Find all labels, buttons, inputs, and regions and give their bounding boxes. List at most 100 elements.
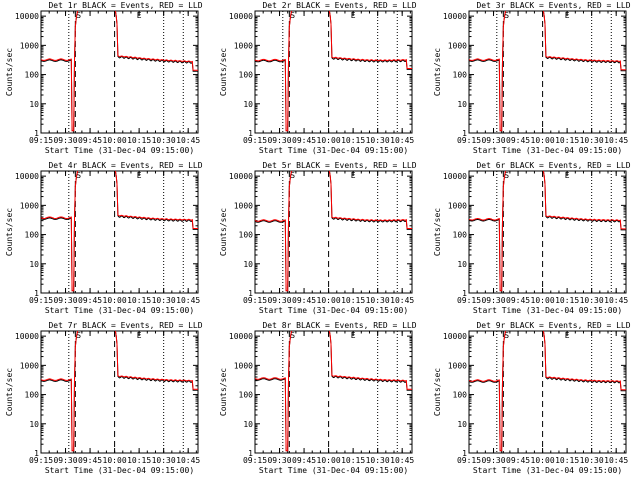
y-axis-label: Counts/sec <box>5 208 14 256</box>
y-tick-label: 100 <box>453 391 468 400</box>
x-tick-label: 10:30 <box>152 296 176 305</box>
x-axis-label: Start Time (31-Dec-04 09:15:00) <box>473 306 622 315</box>
marker-label: E <box>137 171 142 180</box>
y-axis-label: Counts/sec <box>5 48 14 96</box>
lld-series-line <box>469 171 626 292</box>
plot-frame <box>254 10 413 134</box>
x-tick-label: 10:15 <box>127 136 151 145</box>
x-tick-label: 09:45 <box>292 456 316 465</box>
x-tick-label: 10:45 <box>176 136 200 145</box>
x-tick-label: 09:15 <box>457 136 481 145</box>
x-tick-label: 09:15 <box>243 296 267 305</box>
plot-frame <box>40 330 199 454</box>
x-tick-label: 10:30 <box>152 136 176 145</box>
events-series-line <box>469 11 626 132</box>
y-tick-label: 10000 <box>443 172 467 181</box>
x-tick-label: 09:30 <box>481 456 505 465</box>
marker-label: E <box>351 11 356 20</box>
x-tick-label: 10:45 <box>604 296 628 305</box>
marker-label: S <box>504 11 509 20</box>
y-tick-label: 100 <box>453 231 468 240</box>
y-tick-label: 10000 <box>443 332 467 341</box>
x-tick-label: 10:00 <box>317 456 341 465</box>
y-axis-label: Counts/sec <box>433 368 442 416</box>
x-tick-label: 10:00 <box>103 136 127 145</box>
x-tick-label: 10:30 <box>580 136 604 145</box>
marker-label: E <box>137 331 142 340</box>
x-tick-label: 09:30 <box>267 136 291 145</box>
x-tick-label: 10:00 <box>103 456 127 465</box>
x-tick-label: 10:30 <box>580 296 604 305</box>
y-tick-label: 100 <box>25 71 40 80</box>
y-axis-label: Counts/sec <box>219 368 228 416</box>
x-tick-label: 10:15 <box>555 296 579 305</box>
x-tick-label: 10:00 <box>103 296 127 305</box>
plot-frame <box>468 330 627 454</box>
y-tick-label: 1000 <box>448 361 467 370</box>
panel-det-6: Det 6r BLACK = Events, RED = LLD 1 10 100 10… <box>433 161 631 315</box>
x-tick-label: 09:45 <box>292 296 316 305</box>
x-axis-label: Start Time (31-Dec-04 09:15:00) <box>45 466 194 475</box>
x-tick-label: 10:15 <box>341 296 365 305</box>
x-tick-label: 10:15 <box>341 136 365 145</box>
x-tick-label: 10:15 <box>555 136 579 145</box>
panel-det-2: Det 2r BLACK = Events, RED = LLD 1 10 100 10… <box>219 1 417 155</box>
panel-title: Det 9r BLACK = Events, RED = LLD <box>476 321 630 330</box>
x-tick-label: 10:30 <box>366 296 390 305</box>
y-tick-label: 1000 <box>20 41 39 50</box>
y-tick-label: 10 <box>29 100 39 109</box>
x-tick-label: 09:30 <box>53 456 77 465</box>
x-tick-label: 10:45 <box>176 456 200 465</box>
y-axis-label: Counts/sec <box>219 208 228 256</box>
events-series-line <box>41 11 198 132</box>
lld-series-line <box>469 331 626 452</box>
marker-label: E <box>351 171 356 180</box>
y-tick-label: 100 <box>239 391 254 400</box>
x-tick-label: 09:45 <box>78 136 102 145</box>
panel-det-7: Det 7r BLACK = Events, RED = LLD 1 10 100 10… <box>5 321 203 475</box>
x-tick-label: 10:00 <box>531 456 555 465</box>
marker-label: S <box>76 11 81 20</box>
panel-det-4: Det 4r BLACK = Events, RED = LLD 1 10 100 10… <box>5 161 203 315</box>
panel-det-1: Det 1r BLACK = Events, RED = LLD 1 10 100 10… <box>5 1 203 155</box>
x-tick-label: 10:45 <box>390 296 414 305</box>
plot-frame <box>468 170 627 294</box>
x-tick-label: 09:30 <box>267 456 291 465</box>
marker-label: S <box>504 171 509 180</box>
marker-label: E <box>137 11 142 20</box>
x-tick-label: 10:00 <box>317 296 341 305</box>
marker-label: E <box>565 171 570 180</box>
panel-title: Det 7r BLACK = Events, RED = LLD <box>48 321 202 330</box>
x-tick-label: 09:30 <box>53 296 77 305</box>
y-tick-label: 100 <box>239 231 254 240</box>
x-tick-label: 10:45 <box>604 456 628 465</box>
y-tick-label: 10 <box>457 100 467 109</box>
y-tick-label: 10000 <box>229 332 253 341</box>
x-axis-label: Start Time (31-Dec-04 09:15:00) <box>259 306 408 315</box>
y-tick-label: 1 <box>248 129 253 138</box>
lld-series-line <box>41 171 198 292</box>
y-tick-label: 10 <box>243 100 253 109</box>
marker-label: E <box>565 331 570 340</box>
plot-frame <box>468 10 627 134</box>
y-tick-label: 10000 <box>15 332 39 341</box>
y-axis-label: Counts/sec <box>433 48 442 96</box>
panel-title: Det 6r BLACK = Events, RED = LLD <box>476 161 630 170</box>
panel-title: Det 5r BLACK = Events, RED = LLD <box>262 161 416 170</box>
x-tick-label: 09:45 <box>506 296 530 305</box>
y-tick-label: 1 <box>34 129 39 138</box>
plot-frame <box>254 330 413 454</box>
x-axis-label: Start Time (31-Dec-04 09:15:00) <box>473 466 622 475</box>
plot-frame <box>40 10 199 134</box>
y-tick-label: 10000 <box>443 12 467 21</box>
x-tick-label: 10:30 <box>366 456 390 465</box>
x-tick-label: 09:30 <box>481 136 505 145</box>
x-tick-label: 10:00 <box>531 296 555 305</box>
panel-det-3: Det 3r BLACK = Events, RED = LLD 1 10 100 10… <box>433 1 631 155</box>
y-tick-label: 1 <box>462 289 467 298</box>
x-tick-label: 09:45 <box>292 136 316 145</box>
panel-title: Det 1r BLACK = Events, RED = LLD <box>48 1 202 10</box>
events-series-line <box>41 331 198 452</box>
x-tick-label: 10:30 <box>366 136 390 145</box>
